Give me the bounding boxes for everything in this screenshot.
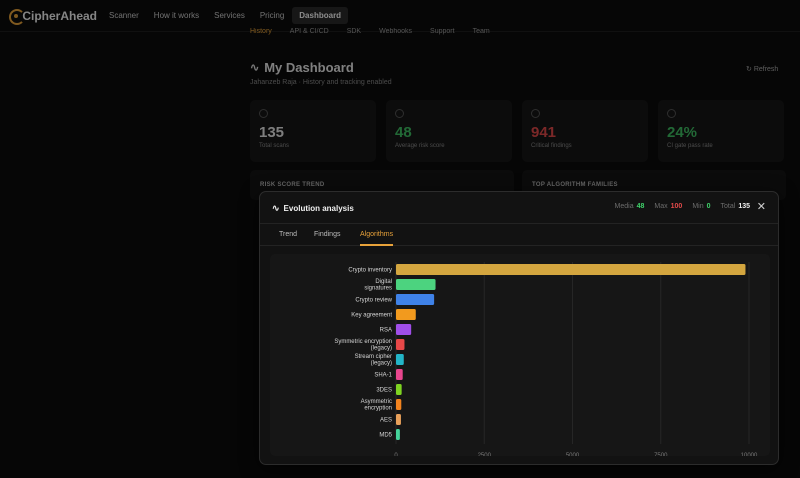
bar-digital-signatures: [396, 279, 436, 290]
page-subtitle: Jahanzeb Raja · History and tracking ena…: [250, 79, 392, 86]
bar-aes: [396, 414, 401, 425]
stat-value: 100: [670, 203, 683, 210]
stat-value: 24%: [667, 124, 698, 141]
x-tick-label: 7500: [654, 453, 668, 456]
stat-card-ci-gate: 24% CI gate pass rate: [658, 100, 784, 162]
category-label: Crypto inventory: [348, 268, 392, 274]
stat-label: Total: [720, 203, 736, 210]
tab-team[interactable]: Team: [472, 28, 490, 35]
evolution-analysis-modal: ∿ Evolution analysis Media 48 Max 100 Min 0…: [259, 191, 779, 465]
stat-media: Media 48: [615, 203, 645, 210]
category-label: Crypto review: [355, 298, 392, 304]
stat-label: Total scans: [259, 143, 290, 149]
stat-card-total-scans: 135 Total scans: [250, 100, 376, 162]
stat-label: CI gate pass rate: [667, 143, 713, 149]
algorithms-chart-panel: 0 2500 5000 7500 10000 Crypto inventory Digita…: [270, 254, 770, 459]
stat-value: 48: [636, 203, 645, 210]
alert-icon: [531, 109, 540, 118]
close-icon[interactable]: ✕: [756, 201, 766, 213]
stat-max: Max 100: [654, 203, 682, 210]
algorithms-bar-chart: 0 2500 5000 7500 10000 Crypto inventory Digita…: [334, 262, 758, 459]
tab-webhooks[interactable]: Webhooks: [379, 28, 413, 35]
bar-key-agreement: [396, 309, 416, 320]
stat-value: 0: [706, 203, 711, 210]
stat-total: Total 135: [721, 203, 750, 210]
refresh-label: Refresh: [753, 66, 779, 73]
refresh-button[interactable]: ↻ Refresh: [746, 66, 779, 73]
modal-tabs: Trend Findings Algorithms: [260, 224, 778, 246]
nav-link-services[interactable]: Services: [214, 11, 245, 20]
stat-card-critical-findings: 941 Critical findings: [522, 100, 648, 162]
tab-history[interactable]: History: [250, 28, 272, 35]
modal-title-text: Evolution analysis: [283, 204, 354, 213]
section-title: TOP ALGORITHM FAMILIES: [532, 182, 618, 188]
top-navigation: CipherAhead Scanner How it works Service…: [0, 0, 800, 32]
check-icon: [667, 109, 676, 118]
category-label: 3DES: [376, 388, 392, 394]
tab-sdk[interactable]: SDK: [346, 28, 362, 35]
stat-min: Min 0: [692, 203, 710, 210]
logo-text: CipherAhead: [22, 8, 97, 23]
dashboard-tabs: History API & CI/CD SDK Webhooks Support…: [250, 28, 508, 38]
section-title: RISK SCORE TREND: [260, 182, 325, 188]
x-tick-label: 10000: [741, 453, 758, 456]
bar-stream-cipher-legacy: [396, 354, 404, 365]
stat-value: 135: [259, 124, 285, 141]
stat-label: Media: [614, 203, 634, 210]
nav-link-dashboard[interactable]: Dashboard: [292, 7, 349, 24]
category-label: RSA: [380, 328, 392, 334]
nav-link-how-it-works[interactable]: How it works: [153, 11, 200, 20]
nav-link-pricing[interactable]: Pricing: [259, 11, 285, 20]
bar-sha-1: [396, 369, 403, 380]
modal-header: ∿ Evolution analysis Media 48 Max 100 Min 0…: [260, 192, 778, 224]
x-tick-label: 5000: [566, 453, 580, 456]
tab-algorithms[interactable]: Algorithms: [360, 231, 394, 246]
stat-value: 48: [395, 124, 412, 141]
nav-links: Scanner How it works Services Pricing Da…: [102, 7, 349, 24]
tab-findings[interactable]: Findings: [314, 231, 341, 238]
bar-crypto-inventory: [396, 264, 746, 275]
bar-md5: [396, 429, 400, 440]
category-label: Key agreement: [351, 313, 392, 319]
nav-link-scanner[interactable]: Scanner: [109, 11, 139, 20]
bar-crypto-review: [396, 294, 435, 305]
stat-value: 135: [738, 203, 750, 210]
category-label: Stream cipher (legacy): [355, 354, 392, 367]
stat-label: Average risk score: [395, 143, 445, 149]
category-label: Digital signatures: [364, 279, 392, 292]
page-title-text: My Dashboard: [264, 60, 354, 75]
scan-icon: [259, 109, 268, 118]
stat-label: Max: [654, 203, 668, 210]
modal-title: ∿ Evolution analysis: [272, 203, 354, 214]
stat-value: 941: [531, 124, 557, 141]
stat-label: Critical findings: [531, 143, 572, 149]
tab-support[interactable]: Support: [430, 28, 455, 35]
tab-api-cicd[interactable]: API & CI/CD: [289, 28, 329, 35]
page-title: ∿ My Dashboard: [250, 60, 354, 75]
logo-icon: [9, 8, 26, 25]
modal-stats: Media 48 Max 100 Min 0 Total 135: [605, 203, 750, 210]
stat-card-average-risk: 48 Average risk score: [386, 100, 512, 162]
bar-symmetric-encryption-legacy: [396, 339, 405, 350]
category-label: Asymmetric encryption: [361, 399, 392, 412]
category-label: AES: [380, 418, 392, 424]
tab-trend[interactable]: Trend: [279, 231, 298, 238]
x-tick-label: 0: [394, 453, 398, 456]
activity-icon: ∿: [272, 203, 280, 213]
category-label: SHA-1: [374, 373, 392, 379]
category-label: MD5: [379, 433, 392, 439]
bar-rsa: [396, 324, 412, 335]
stat-label: Min: [692, 203, 704, 210]
x-tick-label: 2500: [478, 453, 492, 456]
bar-3des: [396, 384, 402, 395]
activity-icon: ∿: [250, 62, 260, 74]
gauge-icon: [395, 109, 404, 118]
bar-asymmetric-encryption: [396, 399, 402, 410]
logo[interactable]: CipherAhead: [9, 8, 97, 25]
category-label: Symmetric encryption (legacy): [334, 339, 392, 352]
